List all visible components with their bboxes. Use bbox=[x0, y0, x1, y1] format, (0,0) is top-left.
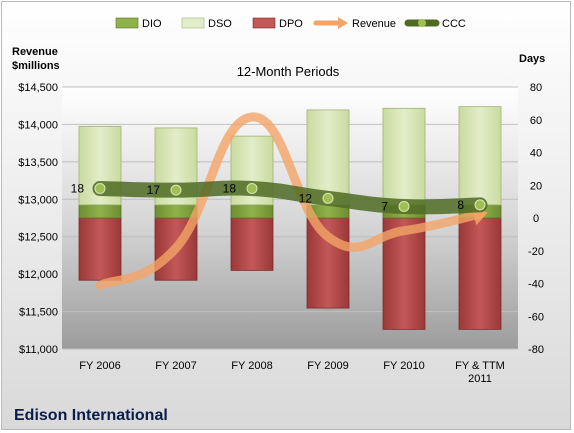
dpo-bar bbox=[230, 217, 274, 271]
left-axis-ticks: $14,500 $14,000 $13,500 $13,000 $12,500 $12,0… bbox=[18, 82, 58, 356]
category-label: FY 2007 bbox=[155, 360, 196, 372]
legend-swatch-dso bbox=[181, 17, 205, 29]
legend-label: DIO bbox=[142, 18, 162, 30]
legend-marker-ccc bbox=[418, 19, 426, 27]
dpo-bar bbox=[458, 217, 502, 330]
left-axis-tick: $11,000 bbox=[19, 344, 58, 356]
right-axis-tick: 40 bbox=[530, 148, 542, 160]
legend-arrow-revenue bbox=[338, 17, 348, 29]
ccc-data-label: 18 bbox=[223, 182, 237, 196]
right-axis-ticks: 80 60 40 20 0 -20 -40 -60 -80 bbox=[528, 82, 544, 356]
legend-swatch-dio bbox=[115, 17, 139, 29]
category-label: FY 2010 bbox=[383, 360, 424, 372]
legend-label: DPO bbox=[279, 18, 303, 30]
ccc-line bbox=[92, 180, 488, 215]
category-label: FY 2008 bbox=[231, 360, 272, 372]
ccc-point bbox=[94, 183, 106, 195]
right-axis-tick: -40 bbox=[528, 279, 544, 291]
plot-area bbox=[62, 87, 518, 349]
left-axis-tick: $12,500 bbox=[18, 232, 58, 244]
right-axis-tick: 80 bbox=[530, 82, 542, 94]
ccc-point bbox=[170, 184, 182, 196]
left-axis-label-units: $millions bbox=[12, 60, 60, 72]
ccc-data-label: 18 bbox=[71, 182, 85, 196]
left-axis-label: Revenue bbox=[12, 46, 58, 58]
left-axis-tick: $11,500 bbox=[19, 307, 58, 319]
ccc-point bbox=[398, 201, 410, 213]
ccc-data-label: 12 bbox=[299, 191, 313, 205]
ccc-point bbox=[322, 192, 334, 204]
revenue-line bbox=[95, 112, 485, 290]
legend-label: DSO bbox=[208, 18, 232, 30]
ccc-data-label: 17 bbox=[147, 183, 161, 197]
left-axis-tick: $14,500 bbox=[18, 82, 58, 94]
dso-bar bbox=[458, 106, 502, 206]
left-axis-tick: $14,000 bbox=[18, 119, 58, 131]
legend-label: Revenue bbox=[352, 18, 396, 30]
ccc-point bbox=[246, 183, 258, 195]
right-axis-tick: 20 bbox=[530, 180, 542, 192]
right-axis-tick: -60 bbox=[528, 311, 544, 323]
right-axis-tick: -20 bbox=[528, 246, 544, 258]
category-label: 2011 bbox=[468, 373, 492, 385]
ccc-data-label: 7 bbox=[381, 200, 388, 214]
right-axis-tick: 0 bbox=[533, 213, 539, 225]
category-label: FY 2006 bbox=[79, 360, 120, 372]
legend-label: CCC bbox=[442, 18, 466, 30]
right-axis-tick: -80 bbox=[528, 344, 544, 356]
ccc-data-label: 8 bbox=[457, 198, 464, 212]
left-axis-tick: $13,500 bbox=[18, 157, 58, 169]
dio-bar bbox=[78, 204, 122, 219]
category-label: FY & TTM bbox=[455, 360, 505, 372]
dso-bar bbox=[382, 107, 426, 206]
left-axis-tick: $12,000 bbox=[18, 269, 58, 281]
ccc-data-labels: 18 17 18 12 7 8 bbox=[71, 182, 465, 214]
legend: DIO DSO DPO Revenue CCC bbox=[115, 17, 466, 30]
ccc-point bbox=[474, 199, 486, 211]
right-axis-tick: 60 bbox=[530, 115, 542, 127]
line-series bbox=[92, 112, 488, 290]
chart-title: 12-Month Periods bbox=[237, 64, 340, 79]
category-axis-labels: FY 2006 FY 2007 FY 2008 FY 2009 FY 2010 FY & … bbox=[79, 360, 505, 385]
dio-bar bbox=[230, 204, 274, 219]
dpo-bar bbox=[78, 217, 122, 281]
company-name: Edison International bbox=[14, 407, 168, 424]
right-axis-label: Days bbox=[519, 53, 545, 65]
left-axis-tick: $13,000 bbox=[18, 194, 58, 206]
legend-swatch-dpo bbox=[252, 17, 276, 29]
category-label: FY 2009 bbox=[307, 360, 348, 372]
